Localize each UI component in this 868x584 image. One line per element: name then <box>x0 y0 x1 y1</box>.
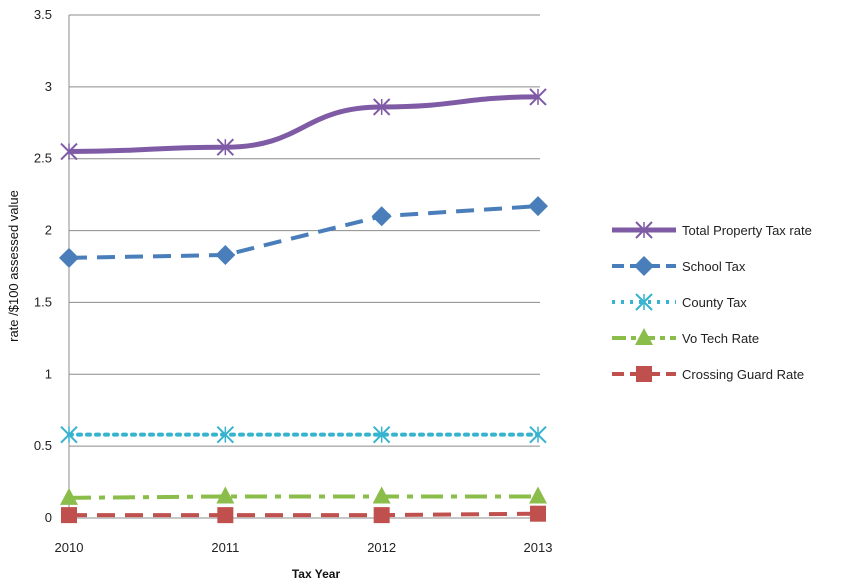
y-tick-label: 2.5 <box>34 151 52 166</box>
x-axis-title: Tax Year <box>292 567 341 581</box>
axes <box>68 15 540 519</box>
data-point <box>528 196 548 217</box>
legend-marker <box>635 293 653 311</box>
legend-item: County Tax <box>612 293 747 311</box>
y-tick-label: 1.5 <box>34 294 52 309</box>
legend-item: School Tax <box>612 256 746 276</box>
x-tick-label: 2012 <box>367 540 396 555</box>
x-tick-label: 2013 <box>524 540 553 555</box>
x-tick-label: 2010 <box>55 540 84 555</box>
data-point <box>215 245 236 266</box>
series-1 <box>59 196 548 268</box>
gridlines <box>69 14 540 447</box>
data-point <box>60 142 78 161</box>
legend: Total Property Tax rate School Tax County … <box>612 221 812 382</box>
y-tick-label: 1 <box>45 366 52 381</box>
legend-marker <box>635 328 653 345</box>
y-tick-label: 3.5 <box>34 7 52 22</box>
y-tick-label: 0.5 <box>34 438 52 453</box>
series-line <box>68 494 538 500</box>
legend-marker <box>635 221 653 239</box>
series-3 <box>60 486 547 505</box>
x-tick-label: 2011 <box>211 540 239 555</box>
data-point <box>60 425 78 444</box>
data-point <box>59 247 79 268</box>
data-point <box>371 206 392 227</box>
legend-label: County Tax <box>682 295 747 310</box>
data-point <box>529 88 547 106</box>
data-point <box>61 507 77 524</box>
legend-label: Total Property Tax rate <box>682 223 812 238</box>
data-point <box>373 507 390 524</box>
data-point <box>372 98 391 116</box>
series-4 <box>61 505 546 524</box>
legend-item: Vo Tech Rate <box>612 328 759 346</box>
series-0 <box>60 88 547 161</box>
legend-item: Crossing Guard Rate <box>612 366 804 382</box>
y-tick-label: 0 <box>45 510 52 525</box>
data-point <box>216 486 235 504</box>
data-point <box>529 486 547 504</box>
legend-label: School Tax <box>682 259 746 274</box>
data-point <box>372 486 391 504</box>
y-tick-label: 2 <box>45 223 52 238</box>
data-point <box>529 425 547 444</box>
series-line <box>68 94 539 155</box>
y-tick-labels: 0 0.5 1 1.5 2 2.5 3 3.5 <box>34 7 52 525</box>
legend-marker <box>636 366 652 382</box>
data-point <box>217 507 234 524</box>
data-point <box>372 425 391 444</box>
data-point <box>216 138 235 156</box>
x-tick-labels: 2010 2011 2012 2013 <box>55 540 553 555</box>
data-point <box>60 487 78 505</box>
legend-label: Crossing Guard Rate <box>682 367 804 382</box>
series-group <box>59 88 548 524</box>
data-point <box>216 425 235 444</box>
legend-label: Vo Tech Rate <box>682 331 759 346</box>
legend-marker <box>634 256 654 276</box>
y-tick-label: 3 <box>45 79 52 94</box>
series-2 <box>60 425 547 444</box>
legend-item: Total Property Tax rate <box>612 221 812 239</box>
data-point <box>530 505 546 522</box>
y-axis-title: rate /$100 assessed value <box>6 190 21 342</box>
series-line <box>69 511 539 518</box>
series-line <box>68 204 539 260</box>
